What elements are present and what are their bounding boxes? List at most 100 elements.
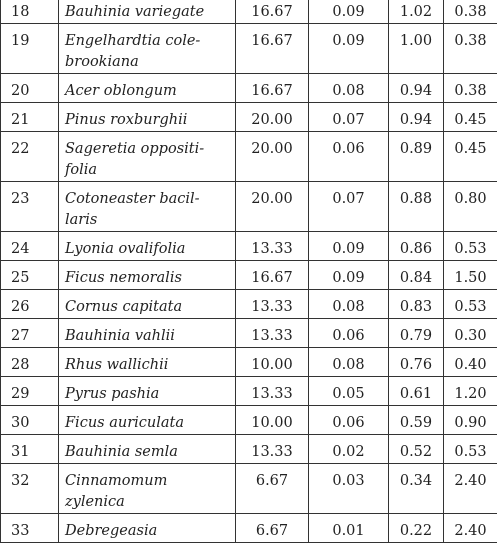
table-row: 33 Debregeasia 6.67 0.01 0.22 2.40 <box>0 513 497 543</box>
value: 0.07 <box>308 181 389 232</box>
species: Cotoneaster bacil-laris <box>58 181 236 232</box>
value: 0.07 <box>308 102 389 132</box>
value: 0.84 <box>388 260 444 290</box>
row-number: 27 <box>0 318 59 348</box>
species: Cornus capitata <box>58 289 236 319</box>
table-row: 18 Bauhinia variegate 16.67 0.09 1.02 0.38 <box>0 0 497 24</box>
species: Debregeasia <box>58 513 236 543</box>
species-line: Pinus roxburghii <box>65 112 188 128</box>
value: 13.33 <box>235 289 309 319</box>
value: 0.88 <box>388 181 444 232</box>
value: 0.61 <box>388 376 444 406</box>
row-number: 19 <box>0 23 59 74</box>
row-number: 30 <box>0 405 59 435</box>
table-row: 26 Cornus capitata 13.33 0.08 0.83 0.53 <box>0 289 497 319</box>
value: 0.08 <box>308 289 389 319</box>
table-row: 30 Ficus auriculata 10.00 0.06 0.59 0.90 <box>0 405 497 435</box>
value: 1.02 <box>388 0 444 24</box>
value: 0.45 <box>443 131 497 182</box>
value: 0.09 <box>308 231 389 261</box>
row-number: 33 <box>0 513 59 543</box>
species: Pinus roxburghii <box>58 102 236 132</box>
value: 0.94 <box>388 102 444 132</box>
value: 0.06 <box>308 131 389 182</box>
value: 20.00 <box>235 102 309 132</box>
value: 0.90 <box>443 405 497 435</box>
value: 0.06 <box>308 318 389 348</box>
species: Engelhardtia cole-brookiana <box>58 23 236 74</box>
species: Bauhinia semla <box>58 434 236 464</box>
value: 0.94 <box>388 73 444 103</box>
species-line: Acer oblongum <box>65 83 177 99</box>
table-row: 31 Bauhinia semla 13.33 0.02 0.52 0.53 <box>0 434 497 464</box>
table-row: 32 Cinnamomum zylenica 6.67 0.03 0.34 2.40 <box>0 463 497 514</box>
row-number: 18 <box>0 0 59 24</box>
species-line: folia <box>65 162 98 178</box>
value: 13.33 <box>235 231 309 261</box>
species: Sageretia oppositi-folia <box>58 131 236 182</box>
row-number: 28 <box>0 347 59 377</box>
value: 16.67 <box>235 23 309 74</box>
species-line: Bauhinia semla <box>65 444 178 460</box>
value: 10.00 <box>235 405 309 435</box>
value: 6.67 <box>235 513 309 543</box>
value: 0.45 <box>443 102 497 132</box>
value: 16.67 <box>235 0 309 24</box>
species: Lyonia ovalifolia <box>58 231 236 261</box>
value: 2.40 <box>443 463 497 514</box>
value: 0.01 <box>308 513 389 543</box>
table-row: 27 Bauhinia vahlii 13.33 0.06 0.79 0.30 <box>0 318 497 348</box>
table-row: 22 Sageretia oppositi-folia 20.00 0.06 0.89 0… <box>0 131 497 182</box>
row-number: 32 <box>0 463 59 514</box>
value: 0.76 <box>388 347 444 377</box>
value: 16.67 <box>235 73 309 103</box>
species-line: Engelhardtia cole- <box>65 33 201 49</box>
species-line: Ficus nemoralis <box>65 270 182 286</box>
species: Cinnamomum zylenica <box>58 463 236 514</box>
value: 13.33 <box>235 376 309 406</box>
value: 0.06 <box>308 405 389 435</box>
species-line: Lyonia ovalifolia <box>65 241 186 257</box>
value: 0.53 <box>443 231 497 261</box>
value: 0.59 <box>388 405 444 435</box>
row-number: 20 <box>0 73 59 103</box>
value: 0.80 <box>443 181 497 232</box>
value: 0.53 <box>443 434 497 464</box>
species: Ficus nemoralis <box>58 260 236 290</box>
value: 1.00 <box>388 23 444 74</box>
value: 1.20 <box>443 376 497 406</box>
species: Rhus wallichii <box>58 347 236 377</box>
value: 0.22 <box>388 513 444 543</box>
row-number: 21 <box>0 102 59 132</box>
value: 0.38 <box>443 0 497 24</box>
species-line: Cornus capitata <box>65 299 183 315</box>
species: Acer oblongum <box>58 73 236 103</box>
value: 0.05 <box>308 376 389 406</box>
species: Bauhinia vahlii <box>58 318 236 348</box>
table-row: 29 Pyrus pashia 13.33 0.05 0.61 1.20 <box>0 376 497 406</box>
row-number: 25 <box>0 260 59 290</box>
value: 13.33 <box>235 434 309 464</box>
row-number: 24 <box>0 231 59 261</box>
value: 0.09 <box>308 0 389 24</box>
species-line: Sageretia oppositi- <box>65 141 205 157</box>
species-line: Rhus wallichii <box>65 357 169 373</box>
table-row: 23 Cotoneaster bacil-laris 20.00 0.07 0.88 0.… <box>0 181 497 232</box>
row-number: 26 <box>0 289 59 319</box>
value: 0.03 <box>308 463 389 514</box>
table-row: 28 Rhus wallichii 10.00 0.08 0.76 0.40 <box>0 347 497 377</box>
species: Ficus auriculata <box>58 405 236 435</box>
species-line: laris <box>65 212 98 228</box>
value: 20.00 <box>235 181 309 232</box>
species: Pyrus pashia <box>58 376 236 406</box>
value: 0.40 <box>443 347 497 377</box>
value: 0.38 <box>443 73 497 103</box>
row-number: 22 <box>0 131 59 182</box>
value: 0.53 <box>443 289 497 319</box>
species-line: zylenica <box>65 494 125 510</box>
table-row: 20 Acer oblongum 16.67 0.08 0.94 0.38 <box>0 73 497 103</box>
value: 13.33 <box>235 318 309 348</box>
value: 0.09 <box>308 260 389 290</box>
value: 10.00 <box>235 347 309 377</box>
